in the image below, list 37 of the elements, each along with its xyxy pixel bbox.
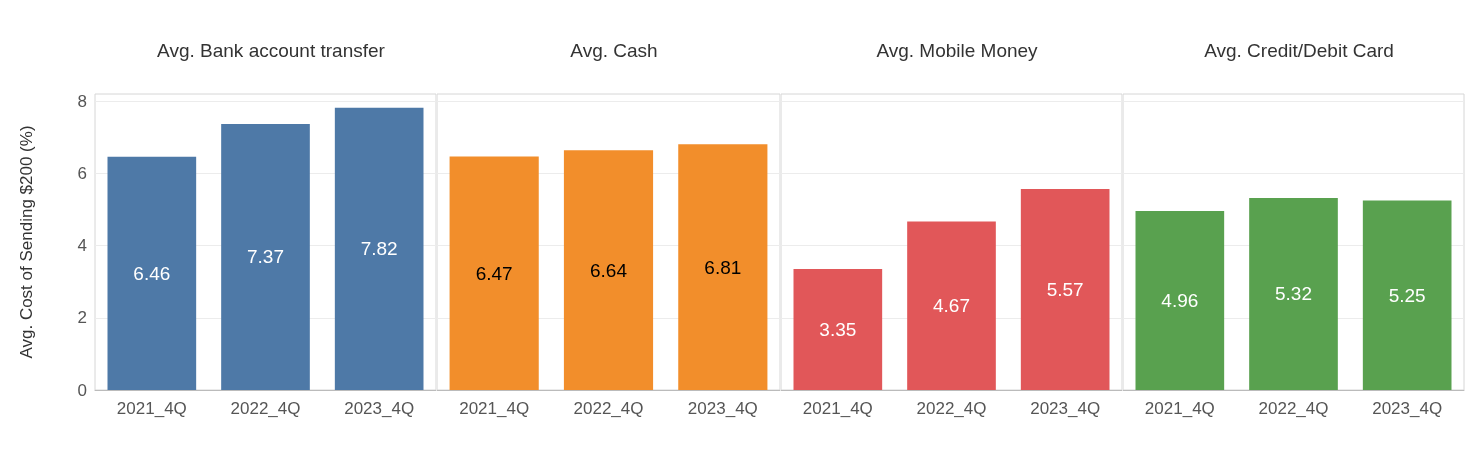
x-tick-label: 2023_4Q: [687, 399, 758, 418]
x-tick-label: 2021_4Q: [116, 399, 187, 418]
y-tick-label: 8: [77, 91, 87, 111]
y-tick-label: 6: [77, 163, 87, 183]
y-axis-title: Avg. Cost of Sending $200 (%): [17, 125, 36, 359]
x-tick-label: 2021_4Q: [459, 399, 530, 418]
x-tick-label: 2022_4Q: [573, 399, 644, 418]
data-label: 6.47: [475, 262, 513, 284]
data-label: 5.57: [1046, 278, 1084, 300]
y-tick-label: 2: [77, 308, 87, 328]
bar: [107, 156, 197, 390]
data-label: 5.25: [1388, 284, 1426, 306]
x-tick-label: 2023_4Q: [1030, 399, 1101, 418]
data-label: 5.32: [1275, 283, 1312, 305]
data-label: 6.81: [704, 256, 742, 278]
chart-title: Avg. Mobile Money: [876, 40, 1039, 61]
data-label: 4.96: [1161, 289, 1199, 311]
data-label: 7.37: [247, 246, 284, 268]
x-tick-label: 2022_4Q: [916, 399, 987, 418]
chart-title: Avg. Cash: [570, 40, 658, 61]
chart-title: Avg. Credit/Debit Card: [1204, 40, 1394, 61]
x-tick-label: 2021_4Q: [1144, 399, 1215, 418]
x-tick-label: 2022_4Q: [1258, 399, 1329, 418]
x-tick-label: 2022_4Q: [230, 399, 301, 418]
chart-title: Avg. Bank account transfer: [157, 40, 386, 61]
y-tick-label: 0: [77, 380, 87, 400]
x-tick-label: 2023_4Q: [344, 399, 415, 418]
bar: [334, 107, 424, 390]
data-label: 3.35: [819, 319, 857, 341]
data-label: 6.64: [590, 259, 628, 281]
bar: [221, 123, 310, 390]
data-label: 6.46: [133, 262, 171, 284]
x-tick-label: 2023_4Q: [1372, 399, 1443, 418]
data-label: 7.82: [360, 238, 398, 260]
x-tick-label: 2021_4Q: [802, 399, 873, 418]
data-label: 4.67: [933, 295, 970, 317]
y-tick-label: 4: [77, 236, 87, 256]
